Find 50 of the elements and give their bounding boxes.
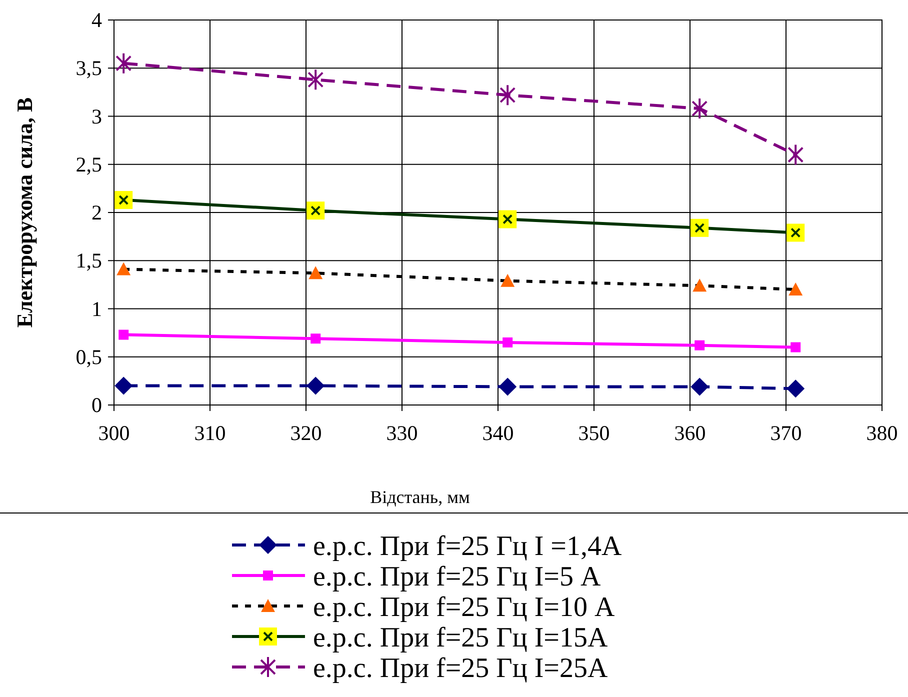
- point: [500, 84, 516, 106]
- x-tick-label: 380: [866, 421, 898, 445]
- point: [310, 334, 321, 344]
- point: [500, 274, 515, 287]
- legend-label: е.р.с. При f=25 Гц I=10 А: [313, 592, 616, 623]
- point: [306, 376, 325, 395]
- x-tick-label: 310: [194, 421, 226, 445]
- y-tick-label: 0: [92, 393, 102, 417]
- point: [118, 330, 129, 340]
- point: [308, 266, 323, 280]
- x-tick-label: 350: [578, 421, 610, 445]
- point: [308, 68, 324, 91]
- legend-label: е.р.с. При f=25 Гц I=5 А: [313, 562, 602, 592]
- y-tick-label: 2: [92, 200, 102, 224]
- point: [116, 262, 131, 276]
- legend-label: е.р.с. При f=25 Гц I =1,4А: [313, 531, 622, 562]
- point: [788, 282, 803, 296]
- y-tick-label: 4: [92, 8, 102, 32]
- x-tick-label: 320: [290, 421, 322, 445]
- x-tick-label: 300: [98, 421, 130, 445]
- y-tick-label: 0,5: [76, 344, 102, 369]
- legend-label: е.р.с. При f=25 Гц I=15А: [313, 622, 608, 654]
- y-tick-label: 1,5: [76, 248, 102, 273]
- point: [502, 337, 513, 348]
- point: [690, 378, 709, 396]
- point: [306, 202, 325, 220]
- x-tick-label: 370: [770, 421, 802, 445]
- point: [690, 218, 709, 237]
- point: [788, 144, 804, 166]
- y-tick-label: 2,5: [76, 152, 102, 176]
- y-tick-label: 1: [92, 296, 102, 321]
- point: [116, 52, 132, 74]
- y-tick-label: 3: [92, 104, 102, 128]
- point: [692, 278, 707, 292]
- point: [786, 380, 805, 398]
- point: [114, 376, 133, 395]
- point: [790, 342, 801, 352]
- x-tick-label: 340: [482, 421, 514, 445]
- point: [694, 340, 705, 350]
- point: [498, 378, 517, 396]
- y-tick-label: 3,5: [76, 56, 102, 80]
- y-axis-title: Електрорухома сила, В: [12, 97, 37, 328]
- point: [786, 224, 805, 242]
- x-tick-label: 330: [386, 421, 418, 445]
- point: [114, 190, 133, 209]
- legend-label: е.р.с. При f=25 Гц I=25А: [313, 653, 608, 684]
- point: [498, 210, 517, 228]
- x-axis-title: Відстань, мм: [370, 487, 470, 507]
- point: [692, 98, 708, 120]
- x-tick-label: 360: [674, 421, 706, 445]
